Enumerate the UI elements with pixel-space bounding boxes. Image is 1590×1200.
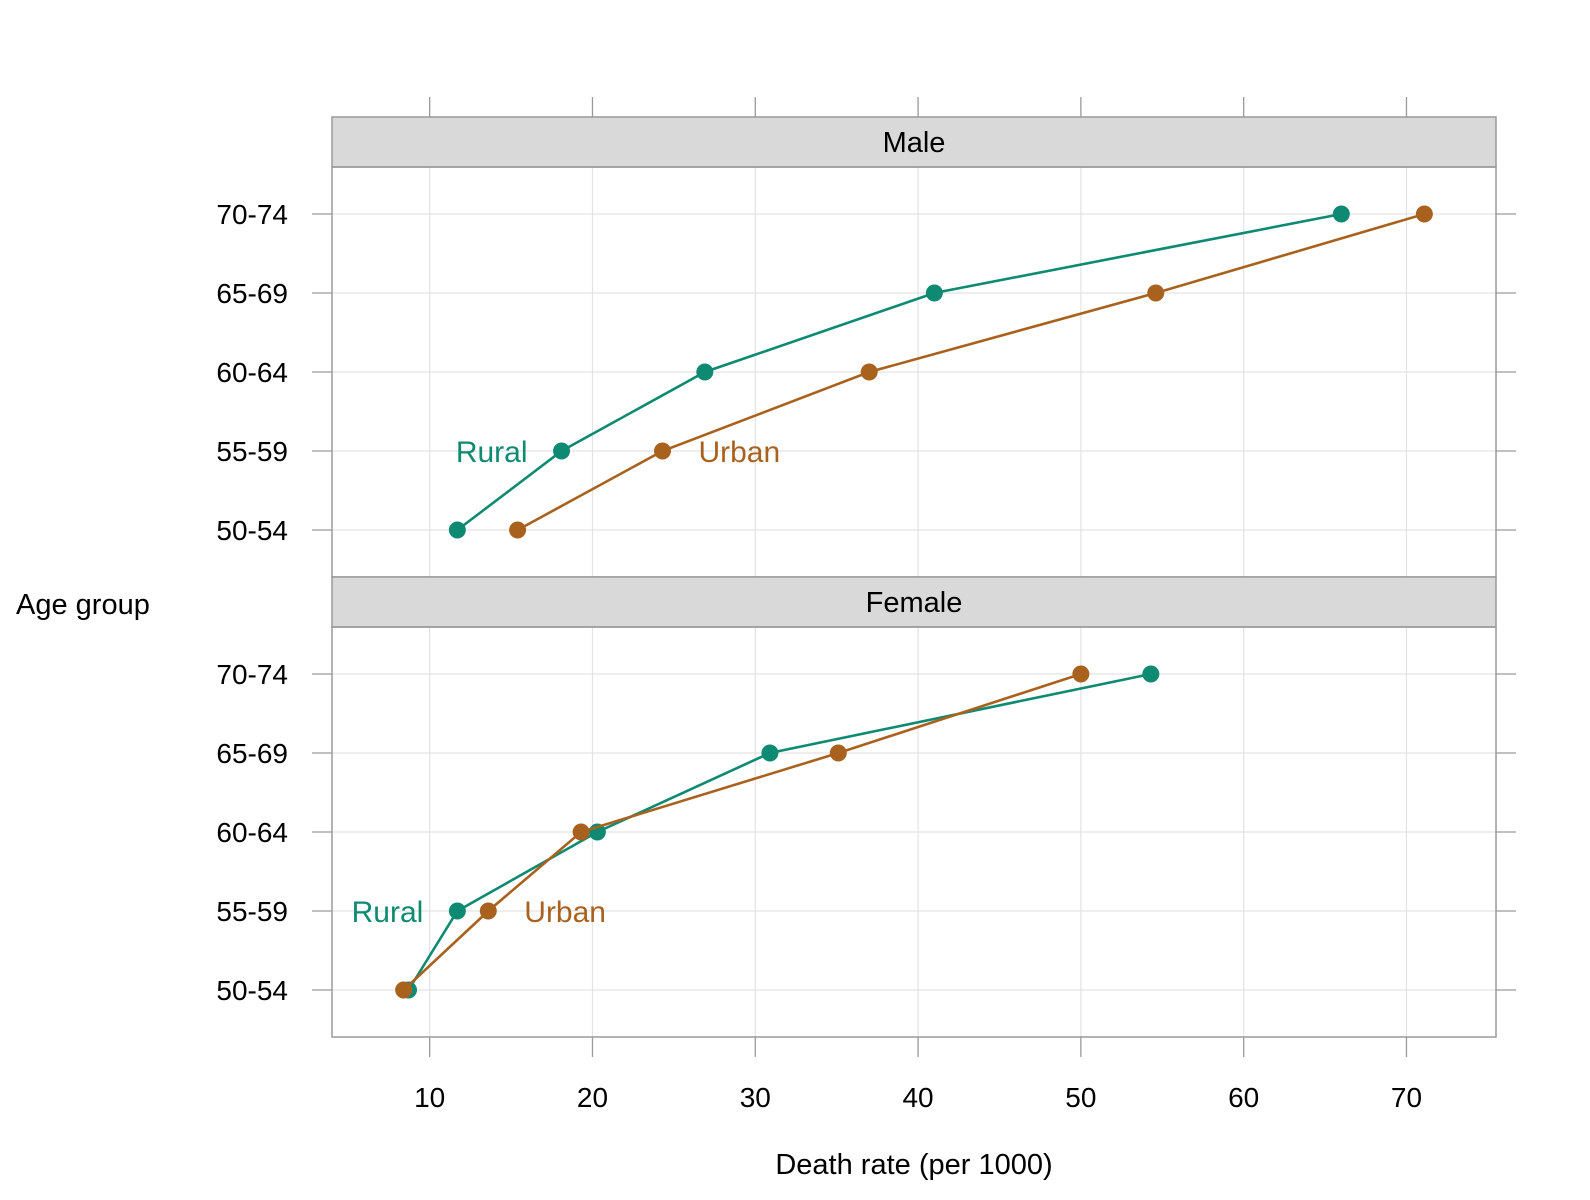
data-point-rural: [448, 521, 466, 539]
data-point-rural: [761, 744, 779, 762]
series-label-urban: Urban: [698, 436, 780, 469]
data-point-urban: [829, 744, 847, 762]
data-point-urban: [1147, 284, 1165, 302]
data-point-urban: [653, 442, 671, 460]
data-point-rural: [1332, 205, 1350, 223]
series-label-urban: Urban: [524, 896, 606, 929]
y-tick-label: 55-59: [216, 436, 288, 467]
x-tick-label: 30: [740, 1082, 771, 1113]
y-tick-label: 60-64: [216, 357, 288, 388]
series-label-rural: Rural: [456, 436, 528, 469]
x-tick-label: 10: [414, 1082, 445, 1113]
series-layer: [395, 205, 1433, 999]
y-tick-label: 70-74: [216, 659, 288, 690]
x-tick-label: 70: [1391, 1082, 1422, 1113]
x-axis-title: Death rate (per 1000): [775, 1149, 1052, 1181]
x-tick-label: 50: [1065, 1082, 1096, 1113]
x-tick-label: 40: [902, 1082, 933, 1113]
panel-title: Female: [866, 587, 963, 619]
panel-title: Male: [883, 127, 946, 159]
series-label-rural: Rural: [352, 896, 424, 929]
ticks-layer: [312, 97, 1516, 1057]
y-tick-label: 55-59: [216, 896, 288, 927]
frame-layer: [331, 116, 1497, 1038]
x-tick-label: 20: [577, 1082, 608, 1113]
panel-strip: [331, 576, 1497, 628]
data-point-urban: [509, 521, 527, 539]
data-point-urban: [395, 981, 413, 999]
labels-layer: 50-54 55-59 60-64 65-69 70-74 Male Rural Urban 5…: [216, 127, 1422, 1113]
data-point-rural: [696, 363, 714, 381]
data-point-rural: [553, 442, 571, 460]
y-tick-label: 50-54: [216, 975, 288, 1006]
y-tick-label: 50-54: [216, 515, 288, 546]
y-tick-label: 65-69: [216, 278, 288, 309]
y-tick-label: 60-64: [216, 817, 288, 848]
data-point-rural: [1142, 665, 1160, 683]
panel-strip: [331, 116, 1497, 168]
data-point-urban: [572, 823, 590, 841]
data-point-urban: [860, 363, 878, 381]
y-tick-label: 70-74: [216, 199, 288, 230]
x-tick-label: 60: [1228, 1082, 1259, 1113]
y-tick-label: 65-69: [216, 738, 288, 769]
y-axis-title: Age group: [16, 589, 150, 621]
data-point-rural: [448, 902, 466, 920]
data-point-urban: [1415, 205, 1433, 223]
data-point-urban: [1072, 665, 1090, 683]
data-point-urban: [479, 902, 497, 920]
data-point-rural: [925, 284, 943, 302]
